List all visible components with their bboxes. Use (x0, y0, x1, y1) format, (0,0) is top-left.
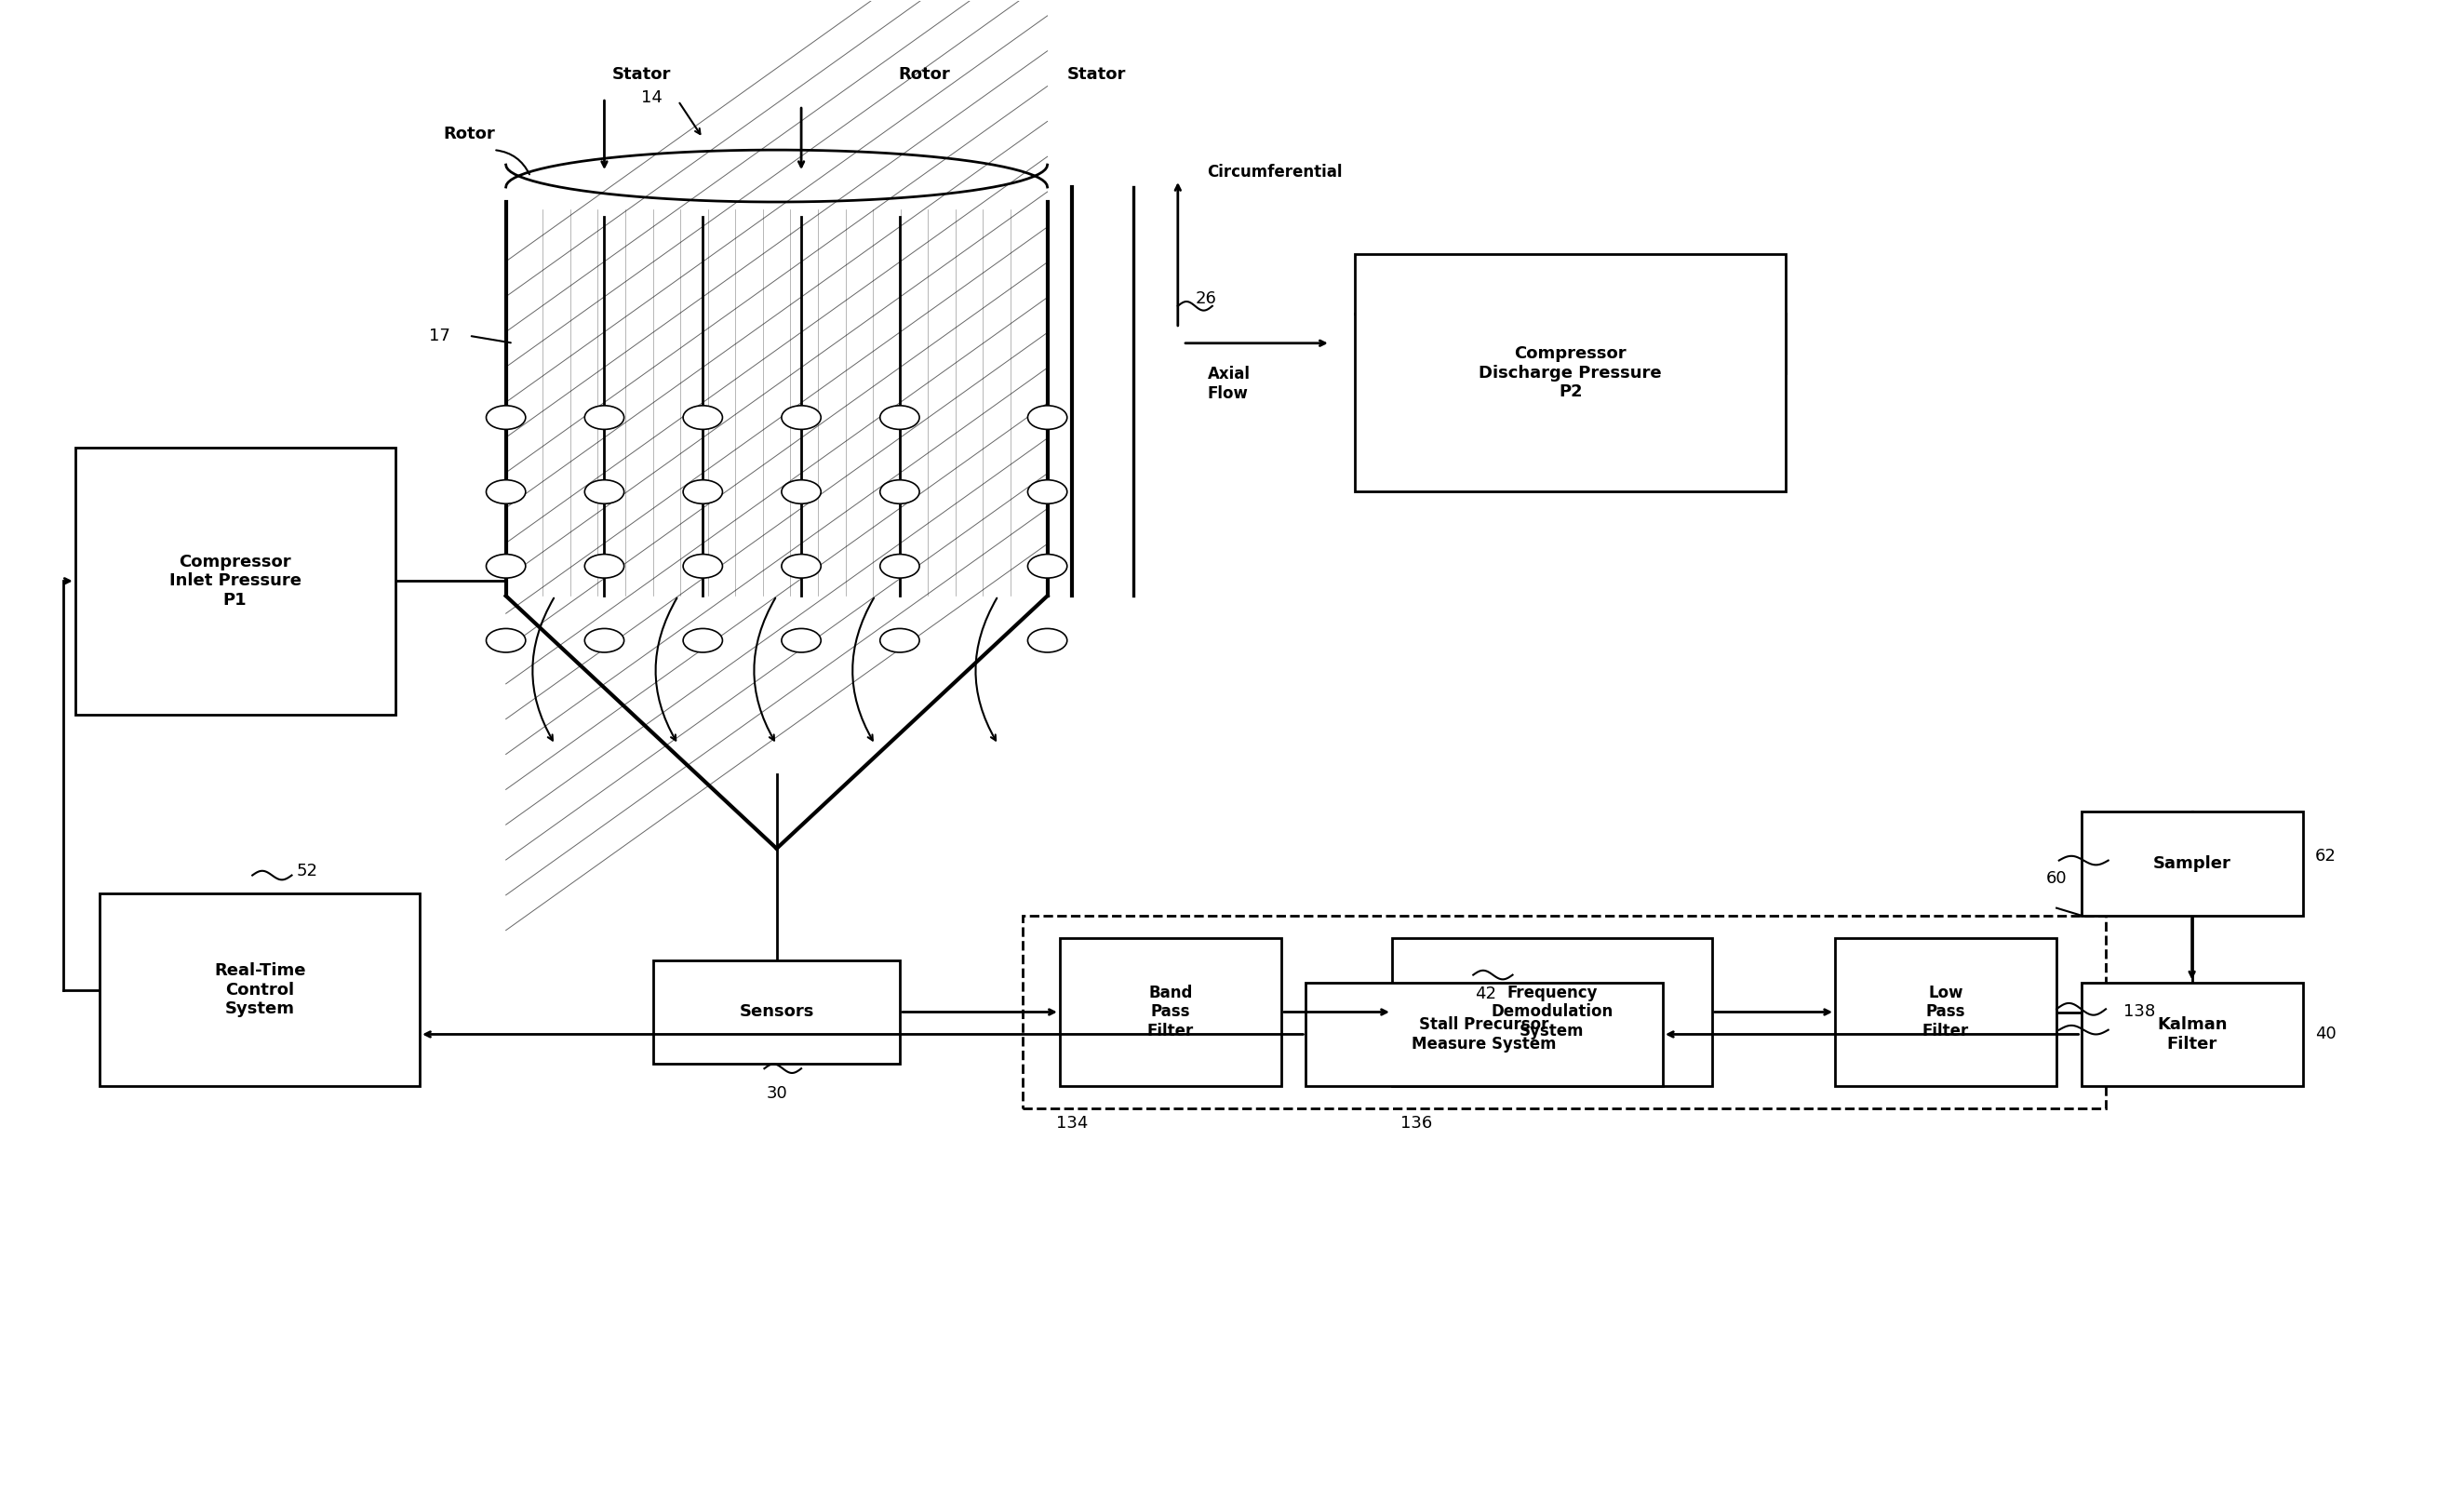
Text: 136: 136 (1400, 1115, 1432, 1132)
Text: 40: 40 (2316, 1026, 2336, 1042)
FancyBboxPatch shape (99, 893, 419, 1087)
Circle shape (584, 479, 623, 503)
FancyBboxPatch shape (1836, 938, 2057, 1087)
Circle shape (485, 405, 525, 429)
Text: Rotor: Rotor (899, 67, 951, 83)
Circle shape (880, 479, 919, 503)
Text: 14: 14 (641, 89, 663, 106)
Text: Real-Time
Control
System: Real-Time Control System (214, 962, 306, 1017)
FancyBboxPatch shape (653, 960, 899, 1065)
FancyBboxPatch shape (1355, 255, 1786, 491)
Circle shape (1027, 628, 1067, 652)
Circle shape (781, 405, 821, 429)
Text: Stator: Stator (1067, 67, 1126, 83)
FancyBboxPatch shape (1392, 938, 1712, 1087)
Text: Sampler: Sampler (2154, 855, 2230, 871)
Text: 62: 62 (2316, 847, 2336, 864)
Circle shape (781, 479, 821, 503)
Text: Frequency
Demodulation
System: Frequency Demodulation System (1491, 984, 1614, 1039)
Circle shape (683, 405, 722, 429)
Text: 17: 17 (429, 328, 451, 344)
Text: 26: 26 (1195, 290, 1217, 307)
Text: Rotor: Rotor (444, 125, 495, 143)
Text: Axial
Flow: Axial Flow (1207, 365, 1249, 402)
Text: 52: 52 (296, 862, 318, 879)
FancyBboxPatch shape (2082, 812, 2304, 916)
Text: Kalman
Filter: Kalman Filter (2156, 1017, 2227, 1053)
Text: Compressor
Discharge Pressure
P2: Compressor Discharge Pressure P2 (1478, 345, 1661, 401)
Circle shape (584, 554, 623, 578)
Circle shape (781, 628, 821, 652)
Text: Band
Pass
Filter: Band Pass Filter (1148, 984, 1195, 1039)
Circle shape (683, 628, 722, 652)
Circle shape (683, 554, 722, 578)
Circle shape (683, 479, 722, 503)
Circle shape (1027, 554, 1067, 578)
Text: Sensors: Sensors (739, 1004, 813, 1020)
Text: 134: 134 (1057, 1115, 1089, 1132)
Circle shape (584, 405, 623, 429)
Text: Stall Precursor
Measure System: Stall Precursor Measure System (1412, 1017, 1557, 1053)
Circle shape (485, 628, 525, 652)
Circle shape (1027, 405, 1067, 429)
Circle shape (584, 628, 623, 652)
Text: 138: 138 (2124, 1004, 2156, 1020)
Circle shape (880, 628, 919, 652)
FancyBboxPatch shape (1060, 938, 1281, 1087)
Text: 42: 42 (1476, 986, 1496, 1002)
FancyBboxPatch shape (1306, 983, 1663, 1087)
Text: Compressor
Inlet Pressure
P1: Compressor Inlet Pressure P1 (170, 554, 301, 609)
Circle shape (485, 554, 525, 578)
Text: Circumferential: Circumferential (1207, 164, 1343, 180)
Text: Stator: Stator (611, 67, 670, 83)
FancyBboxPatch shape (74, 447, 394, 715)
Circle shape (1027, 479, 1067, 503)
Text: 60: 60 (2045, 870, 2067, 886)
Circle shape (781, 554, 821, 578)
Text: 30: 30 (766, 1085, 786, 1102)
Text: Low
Pass
Filter: Low Pass Filter (1922, 984, 1969, 1039)
Circle shape (880, 405, 919, 429)
FancyBboxPatch shape (2082, 983, 2304, 1087)
Circle shape (880, 554, 919, 578)
Circle shape (485, 479, 525, 503)
